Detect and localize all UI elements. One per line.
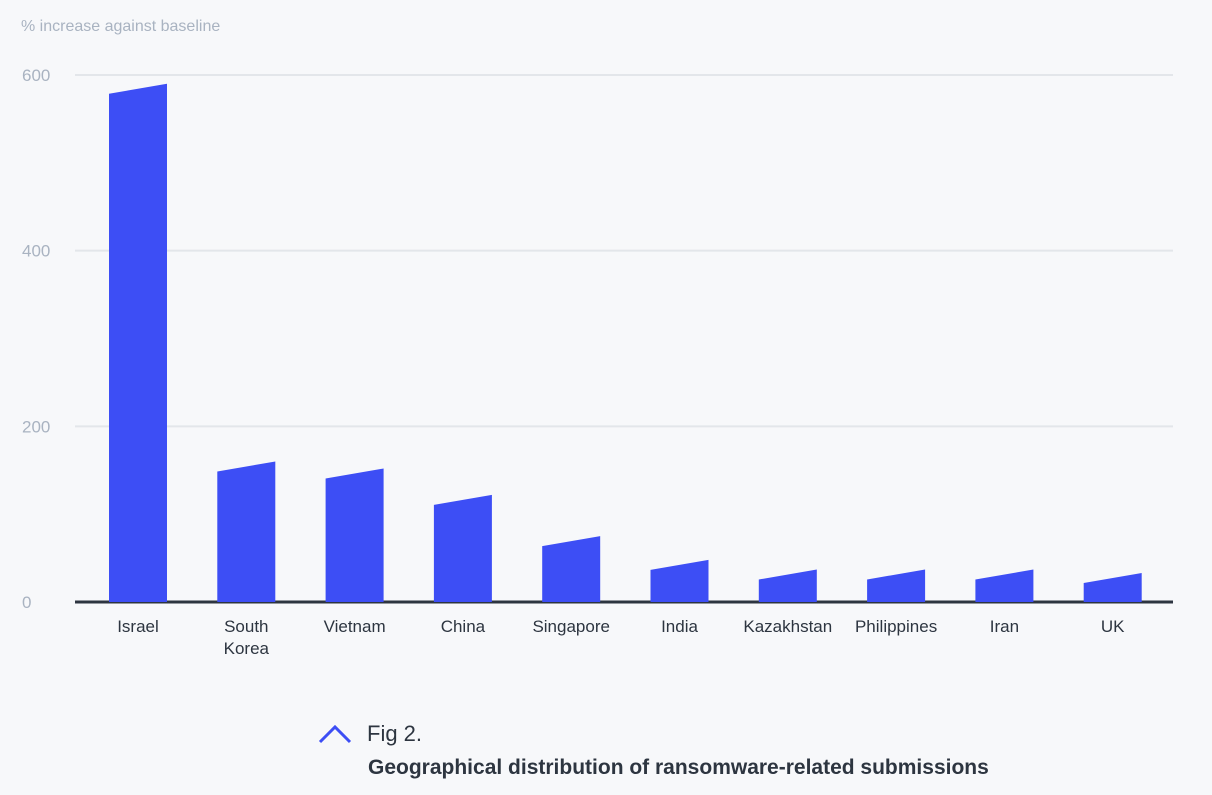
x-tick-label: Iran [990, 617, 1019, 636]
y-tick-label: 200 [22, 417, 50, 436]
chevron-up-icon[interactable] [318, 723, 352, 745]
bar[interactable] [867, 569, 926, 602]
x-tick-label: UK [1101, 617, 1125, 636]
bar[interactable] [109, 83, 167, 603]
bar[interactable] [542, 536, 601, 602]
bar[interactable] [975, 569, 1034, 602]
x-tick-label: Philippines [855, 617, 937, 636]
bar-chart: % increase against baseline 600 400 200 0 I… [21, 18, 1173, 658]
bar[interactable] [758, 569, 817, 602]
x-tick-label: India [661, 617, 698, 636]
bar-layer [109, 83, 1142, 603]
y-tick-label: 400 [22, 242, 50, 261]
figure-number: Fig 2. [367, 721, 423, 746]
caption-fig-row: Fig 2. [318, 718, 1178, 750]
bar[interactable] [433, 494, 492, 602]
grid-layer: 600 400 200 0 [22, 66, 1173, 612]
y-tick-label: 0 [22, 593, 31, 612]
x-tick-label: Vietnam [324, 617, 386, 636]
x-tick-label: South Korea [224, 617, 270, 658]
bar[interactable] [1083, 573, 1142, 602]
category-label-layer: Israel South Korea Vietnam China Singapore Ind… [117, 617, 1125, 658]
x-tick-label: Singapore [532, 617, 610, 636]
x-tick-label: Kazakhstan [743, 617, 832, 636]
figure-caption: Fig 2. Geographical distribution of rans… [318, 718, 1178, 780]
x-tick-label: China [441, 617, 486, 636]
bar[interactable] [217, 461, 276, 602]
y-axis-label: % increase against baseline [21, 18, 220, 35]
figure-title: Geographical distribution of ransomware-… [368, 756, 989, 779]
bar[interactable] [650, 559, 709, 602]
y-tick-label: 600 [22, 66, 50, 85]
x-tick-label: Israel [117, 617, 159, 636]
bar[interactable] [325, 468, 384, 602]
